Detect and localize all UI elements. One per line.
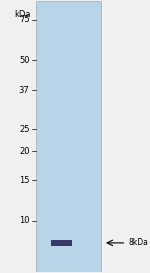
- Text: 10: 10: [19, 216, 29, 225]
- Text: kDa: kDa: [14, 10, 31, 19]
- Text: 25: 25: [19, 125, 29, 134]
- Bar: [51, 240, 72, 246]
- Text: 50: 50: [19, 55, 29, 64]
- Text: 8kDa: 8kDa: [129, 238, 149, 247]
- Text: 75: 75: [19, 15, 29, 24]
- Text: 20: 20: [19, 147, 29, 156]
- Text: 15: 15: [19, 176, 29, 185]
- Bar: [36, 1, 101, 272]
- Text: 37: 37: [19, 86, 29, 94]
